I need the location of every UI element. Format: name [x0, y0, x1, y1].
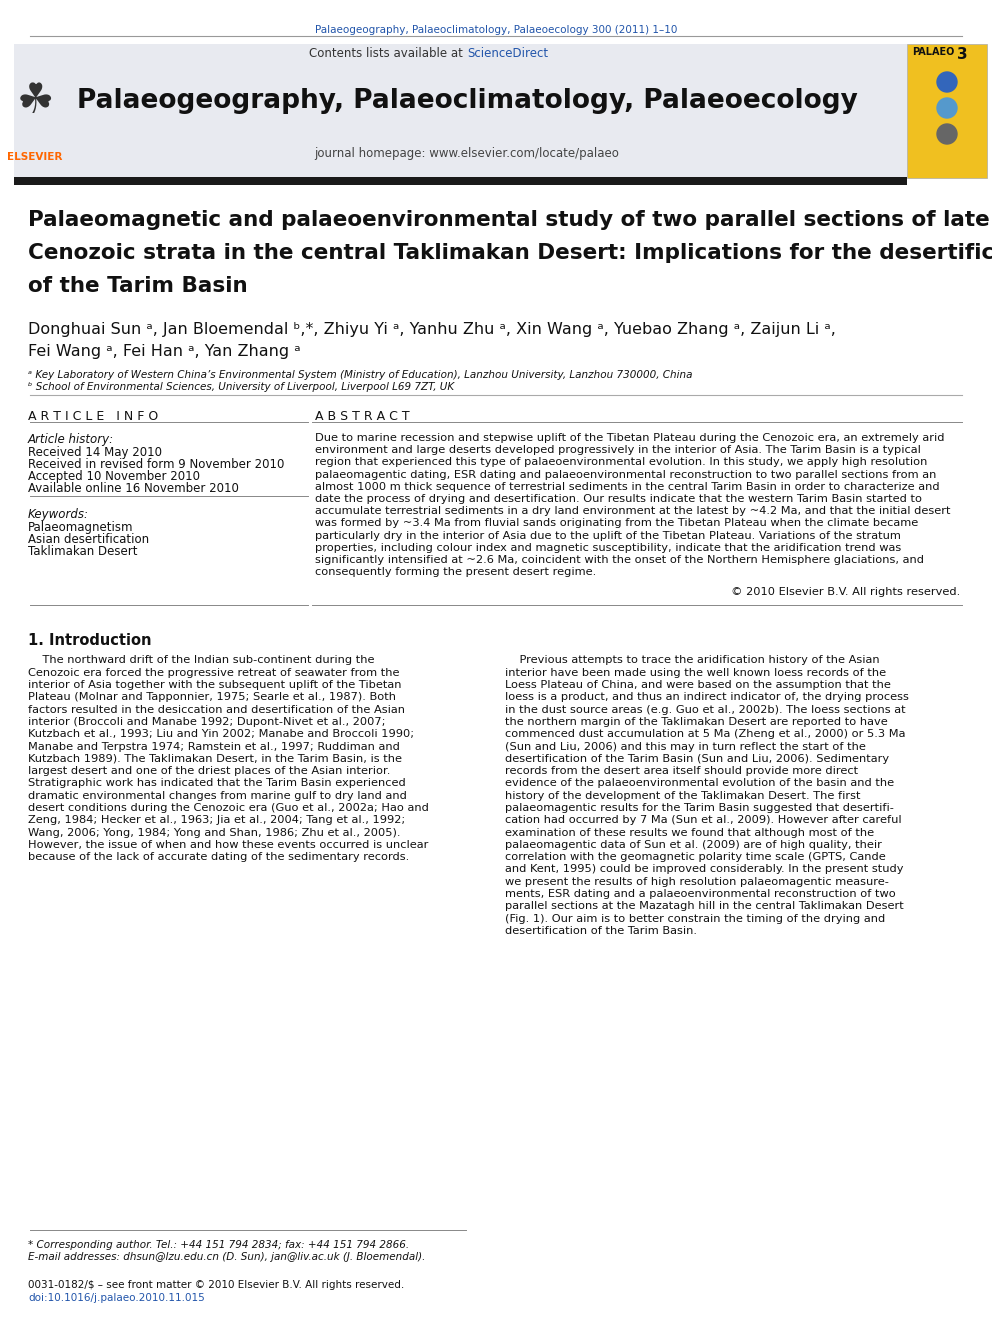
Text: E-mail addresses: dhsun@lzu.edu.cn (D. Sun), jan@liv.ac.uk (J. Bloemendal).: E-mail addresses: dhsun@lzu.edu.cn (D. S…	[28, 1252, 426, 1262]
Text: ☘: ☘	[16, 79, 54, 122]
Text: Wang, 2006; Yong, 1984; Yong and Shan, 1986; Zhu et al., 2005).: Wang, 2006; Yong, 1984; Yong and Shan, 1…	[28, 828, 401, 837]
Text: dramatic environmental changes from marine gulf to dry land and: dramatic environmental changes from mari…	[28, 791, 407, 800]
Text: accumulate terrestrial sediments in a dry land environment at the latest by ~4.2: accumulate terrestrial sediments in a dr…	[315, 507, 950, 516]
Text: A B S T R A C T: A B S T R A C T	[315, 410, 410, 423]
Text: © 2010 Elsevier B.V. All rights reserved.: © 2010 Elsevier B.V. All rights reserved…	[731, 587, 960, 598]
Text: loess is a product, and thus an indirect indicator of, the drying process: loess is a product, and thus an indirect…	[505, 692, 909, 703]
Text: Received in revised form 9 November 2010: Received in revised form 9 November 2010	[28, 458, 285, 471]
Text: significantly intensified at ~2.6 Ma, coincident with the onset of the Northern : significantly intensified at ~2.6 Ma, co…	[315, 556, 924, 565]
Text: desert conditions during the Cenozoic era (Guo et al., 2002a; Hao and: desert conditions during the Cenozoic er…	[28, 803, 429, 814]
Text: particularly dry in the interior of Asia due to the uplift of the Tibetan Platea: particularly dry in the interior of Asia…	[315, 531, 901, 541]
Text: Kutzbach et al., 1993; Liu and Yin 2002; Manabe and Broccoli 1990;: Kutzbach et al., 1993; Liu and Yin 2002;…	[28, 729, 414, 740]
Text: Received 14 May 2010: Received 14 May 2010	[28, 446, 162, 459]
Text: date the process of drying and desertification. Our results indicate that the we: date the process of drying and desertifi…	[315, 493, 922, 504]
Text: interior (Broccoli and Manabe 1992; Dupont-Nivet et al., 2007;: interior (Broccoli and Manabe 1992; Dupo…	[28, 717, 386, 726]
Text: The northward drift of the Indian sub-continent during the: The northward drift of the Indian sub-co…	[28, 655, 375, 665]
Text: examination of these results we found that although most of the: examination of these results we found th…	[505, 828, 874, 837]
Text: history of the development of the Taklimakan Desert. The first: history of the development of the Taklim…	[505, 791, 860, 800]
FancyBboxPatch shape	[14, 44, 55, 179]
Text: Article history:: Article history:	[28, 433, 114, 446]
Text: A R T I C L E   I N F O: A R T I C L E I N F O	[28, 410, 159, 423]
Circle shape	[937, 71, 957, 93]
Text: Asian desertification: Asian desertification	[28, 533, 149, 546]
Circle shape	[937, 98, 957, 118]
FancyBboxPatch shape	[907, 44, 987, 179]
Text: and Kent, 1995) could be improved considerably. In the present study: and Kent, 1995) could be improved consid…	[505, 864, 904, 875]
Text: region that experienced this type of palaeoenvironmental evolution. In this stud: region that experienced this type of pal…	[315, 458, 928, 467]
Text: Cenozoic strata in the central Taklimakan Desert: Implications for the desertifi: Cenozoic strata in the central Taklimaka…	[28, 243, 992, 263]
Text: 0031-0182/$ – see front matter © 2010 Elsevier B.V. All rights reserved.: 0031-0182/$ – see front matter © 2010 El…	[28, 1279, 405, 1290]
Text: was formed by ~3.4 Ma from fluvial sands originating from the Tibetan Plateau wh: was formed by ~3.4 Ma from fluvial sands…	[315, 519, 919, 528]
Text: Keywords:: Keywords:	[28, 508, 89, 521]
Text: Cenozoic era forced the progressive retreat of seawater from the: Cenozoic era forced the progressive retr…	[28, 668, 400, 677]
Circle shape	[937, 124, 957, 144]
Text: Kutzbach 1989). The Taklimakan Desert, in the Tarim Basin, is the: Kutzbach 1989). The Taklimakan Desert, i…	[28, 754, 402, 763]
Text: almost 1000 m thick sequence of terrestrial sediments in the central Tarim Basin: almost 1000 m thick sequence of terrestr…	[315, 482, 939, 492]
Text: Palaeomagnetic and palaeoenvironmental study of two parallel sections of late: Palaeomagnetic and palaeoenvironmental s…	[28, 210, 990, 230]
Text: palaeomagentic dating, ESR dating and palaeoenvironmental reconstruction to two : palaeomagentic dating, ESR dating and pa…	[315, 470, 936, 480]
Text: ᵃ Key Laboratory of Western China’s Environmental System (Ministry of Education): ᵃ Key Laboratory of Western China’s Envi…	[28, 370, 692, 380]
Text: Donghuai Sun ᵃ, Jan Bloemendal ᵇ,*, Zhiyu Yi ᵃ, Yanhu Zhu ᵃ, Xin Wang ᵃ, Yuebao : Donghuai Sun ᵃ, Jan Bloemendal ᵇ,*, Zhiy…	[28, 321, 836, 337]
Text: palaeomagentic data of Sun et al. (2009) are of high quality, their: palaeomagentic data of Sun et al. (2009)…	[505, 840, 882, 849]
Text: Palaeogeography, Palaeoclimatology, Palaeoecology: Palaeogeography, Palaeoclimatology, Pala…	[76, 89, 857, 114]
Text: consequently forming the present desert regime.: consequently forming the present desert …	[315, 568, 596, 577]
Text: Previous attempts to trace the aridification history of the Asian: Previous attempts to trace the aridifica…	[505, 655, 880, 665]
Text: Due to marine recession and stepwise uplift of the Tibetan Plateau during the Ce: Due to marine recession and stepwise upl…	[315, 433, 944, 443]
Text: parallel sections at the Mazatagh hill in the central Taklimakan Desert: parallel sections at the Mazatagh hill i…	[505, 901, 904, 912]
Text: Taklimakan Desert: Taklimakan Desert	[28, 545, 138, 558]
Text: 1. Introduction: 1. Introduction	[28, 634, 152, 648]
Text: Contents lists available at: Contents lists available at	[310, 48, 467, 60]
Text: Palaeogeography, Palaeoclimatology, Palaeoecology 300 (2011) 1–10: Palaeogeography, Palaeoclimatology, Pala…	[314, 25, 678, 34]
Text: desertification of the Tarim Basin (Sun and Liu, 2006). Sedimentary: desertification of the Tarim Basin (Sun …	[505, 754, 889, 763]
FancyBboxPatch shape	[55, 44, 907, 179]
Text: Manabe and Terpstra 1974; Ramstein et al., 1997; Ruddiman and: Manabe and Terpstra 1974; Ramstein et al…	[28, 741, 400, 751]
Text: journal homepage: www.elsevier.com/locate/palaeo: journal homepage: www.elsevier.com/locat…	[314, 147, 619, 160]
Text: (Fig. 1). Our aim is to better constrain the timing of the drying and: (Fig. 1). Our aim is to better constrain…	[505, 914, 885, 923]
Text: commenced dust accumulation at 5 Ma (Zheng et al., 2000) or 5.3 Ma: commenced dust accumulation at 5 Ma (Zhe…	[505, 729, 906, 740]
Text: Stratigraphic work has indicated that the Tarim Basin experienced: Stratigraphic work has indicated that th…	[28, 778, 406, 789]
Text: because of the lack of accurate dating of the sedimentary records.: because of the lack of accurate dating o…	[28, 852, 410, 863]
Text: Loess Plateau of China, and were based on the assumption that the: Loess Plateau of China, and were based o…	[505, 680, 891, 691]
Text: factors resulted in the desiccation and desertification of the Asian: factors resulted in the desiccation and …	[28, 705, 405, 714]
Text: the northern margin of the Taklimakan Desert are reported to have: the northern margin of the Taklimakan De…	[505, 717, 888, 726]
Text: * Corresponding author. Tel.: +44 151 794 2834; fax: +44 151 794 2866.: * Corresponding author. Tel.: +44 151 79…	[28, 1240, 409, 1250]
Text: ScienceDirect: ScienceDirect	[467, 48, 549, 60]
FancyBboxPatch shape	[14, 177, 907, 185]
Text: in the dust source areas (e.g. Guo et al., 2002b). The loess sections at: in the dust source areas (e.g. Guo et al…	[505, 705, 906, 714]
Text: desertification of the Tarim Basin.: desertification of the Tarim Basin.	[505, 926, 697, 935]
Text: Accepted 10 November 2010: Accepted 10 November 2010	[28, 470, 200, 483]
Text: PALAEO: PALAEO	[912, 48, 954, 57]
Text: of the Tarim Basin: of the Tarim Basin	[28, 277, 248, 296]
Text: Palaeomagnetism: Palaeomagnetism	[28, 521, 134, 534]
Text: we present the results of high resolution palaeomagentic measure-: we present the results of high resolutio…	[505, 877, 889, 886]
Text: interior of Asia together with the subsequent uplift of the Tibetan: interior of Asia together with the subse…	[28, 680, 402, 691]
Text: However, the issue of when and how these events occurred is unclear: However, the issue of when and how these…	[28, 840, 429, 849]
Text: 3: 3	[957, 48, 967, 62]
Text: ᵇ School of Environmental Sciences, University of Liverpool, Liverpool L69 7ZT, : ᵇ School of Environmental Sciences, Univ…	[28, 382, 454, 392]
Text: ELSEVIER: ELSEVIER	[7, 152, 62, 161]
Text: Available online 16 November 2010: Available online 16 November 2010	[28, 482, 239, 495]
Text: largest desert and one of the driest places of the Asian interior.: largest desert and one of the driest pla…	[28, 766, 391, 777]
Text: evidence of the palaeoenvironmental evolution of the basin and the: evidence of the palaeoenvironmental evol…	[505, 778, 894, 789]
Text: cation had occurred by 7 Ma (Sun et al., 2009). However after careful: cation had occurred by 7 Ma (Sun et al.,…	[505, 815, 902, 826]
Text: Plateau (Molnar and Tapponnier, 1975; Searle et al., 1987). Both: Plateau (Molnar and Tapponnier, 1975; Se…	[28, 692, 396, 703]
Text: doi:10.1016/j.palaeo.2010.11.015: doi:10.1016/j.palaeo.2010.11.015	[28, 1293, 204, 1303]
Text: (Sun and Liu, 2006) and this may in turn reflect the start of the: (Sun and Liu, 2006) and this may in turn…	[505, 741, 866, 751]
Text: ments, ESR dating and a palaeoenvironmental reconstruction of two: ments, ESR dating and a palaeoenvironmen…	[505, 889, 896, 900]
Text: environment and large deserts developed progressively in the interior of Asia. T: environment and large deserts developed …	[315, 446, 921, 455]
Text: interior have been made using the well known loess records of the: interior have been made using the well k…	[505, 668, 886, 677]
Text: properties, including colour index and magnetic susceptibility, indicate that th: properties, including colour index and m…	[315, 542, 902, 553]
Text: records from the desert area itself should provide more direct: records from the desert area itself shou…	[505, 766, 858, 777]
Text: Fei Wang ᵃ, Fei Han ᵃ, Yan Zhang ᵃ: Fei Wang ᵃ, Fei Han ᵃ, Yan Zhang ᵃ	[28, 344, 301, 359]
Text: Zeng, 1984; Hecker et al., 1963; Jia et al., 2004; Tang et al., 1992;: Zeng, 1984; Hecker et al., 1963; Jia et …	[28, 815, 406, 826]
Text: palaeomagentic results for the Tarim Basin suggested that desertifi-: palaeomagentic results for the Tarim Bas…	[505, 803, 894, 814]
Text: correlation with the geomagnetic polarity time scale (GPTS, Cande: correlation with the geomagnetic polarit…	[505, 852, 886, 863]
